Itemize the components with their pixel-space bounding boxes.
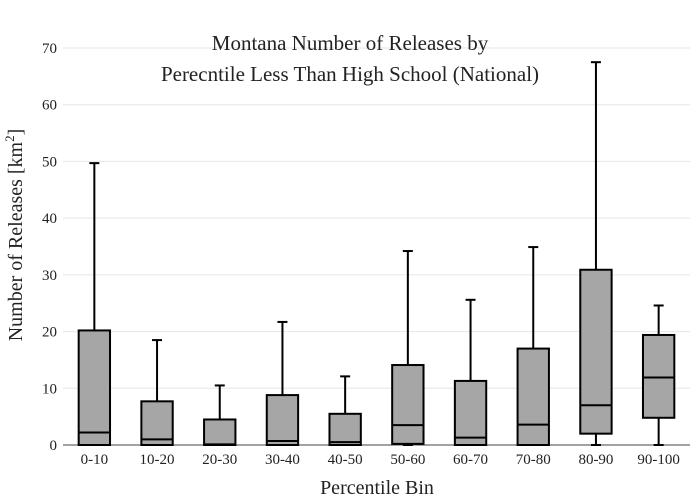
box-60-70 xyxy=(453,298,488,447)
box-0-10 xyxy=(77,162,112,446)
y-axis-label-main: Number of Releases [km xyxy=(5,141,27,341)
box-iqr xyxy=(579,268,613,435)
box-iqr xyxy=(516,347,550,447)
y-tick-label: 60 xyxy=(42,98,57,114)
box-iqr xyxy=(203,418,237,447)
box-iqr xyxy=(391,364,425,445)
y-axis-label-superscript: 2 xyxy=(2,135,17,142)
chart-title-line-2: Perecntile Less Than High School (Nation… xyxy=(161,62,539,86)
y-axis-label-close: ] xyxy=(5,129,27,136)
x-tick-label: 0-10 xyxy=(81,452,109,468)
x-axis-label: Percentile Bin xyxy=(320,477,434,499)
x-tick-label: 40-50 xyxy=(328,452,363,468)
y-tick-label: 20 xyxy=(42,325,57,341)
x-tick-label: 70-80 xyxy=(516,452,551,468)
box-iqr xyxy=(265,394,300,447)
box-20-30 xyxy=(203,384,237,447)
chart-title-line-1: Montana Number of Releases by xyxy=(212,31,489,55)
box-40-50 xyxy=(328,375,362,446)
box-iqr xyxy=(77,329,112,446)
grid-lines xyxy=(63,47,690,389)
y-tick-label: 50 xyxy=(42,154,57,170)
y-tick-label: 10 xyxy=(42,381,57,397)
box-80-90 xyxy=(579,61,613,446)
box-iqr xyxy=(453,379,488,447)
box-10-20 xyxy=(140,339,174,446)
box-70-80 xyxy=(516,246,550,447)
box-30-40 xyxy=(265,320,300,447)
y-tick-label: 40 xyxy=(42,211,57,227)
y-axis-label: Number of Releases [km2] xyxy=(2,129,27,342)
box-50-60 xyxy=(391,250,425,446)
x-tick-label: 10-20 xyxy=(140,452,175,468)
y-tick-label: 0 xyxy=(50,438,58,454)
x-tick-label: 30-40 xyxy=(265,452,300,468)
y-tick-label: 70 xyxy=(42,41,57,57)
box-iqr xyxy=(140,400,174,446)
x-tick-label: 90-100 xyxy=(637,452,680,468)
box-iqr xyxy=(328,412,362,446)
x-tick-label: 20-30 xyxy=(202,452,237,468)
x-tick-label: 80-90 xyxy=(578,452,613,468)
box-series xyxy=(77,61,676,447)
x-tick-label: 60-70 xyxy=(453,452,488,468)
y-tick-label: 30 xyxy=(42,268,57,284)
x-tick-label: 50-60 xyxy=(390,452,425,468)
y-axis: 0 10 20 30 40 50 60 70 xyxy=(42,41,57,454)
x-axis: 0-10 10-20 20-30 30-40 40-50 50-60 60-70 70-80 8… xyxy=(63,444,690,468)
box-iqr xyxy=(641,333,676,419)
box-90-100 xyxy=(641,304,676,446)
